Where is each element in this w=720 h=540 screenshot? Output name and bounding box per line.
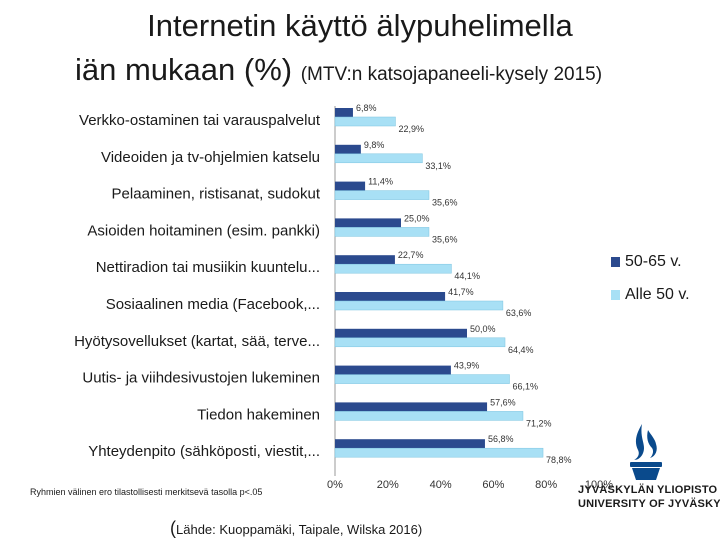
- category-label: Tiedon hakeminen: [197, 406, 320, 423]
- flame-icon: [630, 424, 662, 480]
- bar: [335, 439, 485, 449]
- data-label: 50,0%: [470, 324, 496, 334]
- legend-label: 50-65 v.: [625, 253, 682, 270]
- chart-title-line2: iän mukaan (%) (MTV:n katsojapaneeli-kys…: [75, 52, 602, 93]
- chart-subtitle: (MTV:n katsojapaneeli-kysely 2015): [300, 64, 603, 85]
- bar: [335, 218, 401, 228]
- bar: [334, 227, 430, 237]
- bar: [335, 328, 467, 338]
- bar: [335, 292, 446, 301]
- data-label: 22,9%: [398, 124, 424, 134]
- bar: [334, 116, 396, 127]
- bar: [334, 411, 524, 421]
- x-tick-label: 100%: [585, 479, 613, 491]
- x-tick-label: 40%: [430, 479, 452, 491]
- data-label: 63,6%: [506, 308, 532, 318]
- data-label: 33,1%: [425, 161, 451, 171]
- source-open-paren: (: [170, 518, 176, 538]
- bar: [334, 263, 452, 274]
- bar: [335, 255, 395, 265]
- bar: [334, 300, 504, 311]
- data-label: 43,9%: [454, 361, 480, 371]
- bar: [335, 365, 451, 375]
- category-label: Hyötysovellukset (kartat, sää, terve...: [74, 333, 320, 350]
- data-label: 44,1%: [454, 271, 480, 281]
- source-text: Lähde: Kuoppamäki, Taipale, Wilska 2016): [176, 522, 423, 537]
- bar: [334, 337, 506, 348]
- x-tick-label: 80%: [535, 479, 557, 491]
- data-label: 25,0%: [404, 213, 430, 223]
- legend-swatch: [611, 257, 620, 267]
- data-label: 78,8%: [546, 455, 572, 465]
- data-label: 11,4%: [368, 177, 393, 187]
- category-label: Verkko-ostaminen tai varauspalvelut: [79, 112, 321, 129]
- bar: [334, 190, 430, 200]
- footnote: Ryhmien välinen ero tilastollisesti merk…: [30, 487, 263, 497]
- category-label: Sosiaalinen media (Facebook,...: [106, 296, 320, 313]
- category-label: Nettiradion tai musiikin kuuntelu...: [96, 259, 320, 276]
- chart-title-line1: Internetin käyttö älypuhelimella: [147, 8, 573, 43]
- bar: [335, 144, 361, 154]
- data-label: 22,7%: [398, 250, 424, 260]
- legend-label: Alle 50 v.: [625, 286, 690, 303]
- data-label: 9,8%: [364, 140, 385, 150]
- data-label: 35,6%: [432, 234, 458, 244]
- category-label: Videoiden ja tv-ohjelmien katselu: [101, 149, 320, 166]
- data-label: 41,7%: [448, 287, 474, 297]
- x-tick-label: 0%: [327, 479, 343, 491]
- bar: [335, 181, 366, 191]
- x-tick-label: 60%: [482, 479, 504, 491]
- university-logo: JYVÄSKYLÄN YLIOPISTO UNIVERSITY OF JYVÄS…: [574, 420, 720, 540]
- bar: [334, 153, 423, 164]
- data-label: 57,6%: [490, 397, 516, 407]
- bar: [334, 447, 544, 458]
- data-label: 6,8%: [356, 103, 377, 113]
- category-label: Uutis- ja viihdesivustojen lukeminen: [82, 370, 320, 387]
- category-label: Pelaaminen, ristisanat, sudokut: [112, 186, 321, 203]
- data-label: 56,8%: [488, 434, 514, 444]
- data-label: 71,2%: [526, 418, 552, 428]
- bar: [335, 402, 488, 412]
- data-label: 66,1%: [513, 382, 539, 392]
- chart-title-main: iän mukaan (%): [75, 52, 293, 87]
- data-label: 35,6%: [432, 198, 458, 208]
- bar: [334, 374, 510, 384]
- legend-swatch: [611, 290, 620, 300]
- x-tick-label: 20%: [377, 479, 399, 491]
- logo-text-en: UNIVERSITY OF JYVÄSKYLÄ: [578, 498, 720, 510]
- category-label: Asioiden hoitaminen (esim. pankki): [87, 222, 320, 239]
- logo-text-fi: JYVÄSKYLÄN YLIOPISTO: [578, 484, 718, 496]
- source-note: (Lähde: Kuoppamäki, Taipale, Wilska 2016…: [170, 518, 422, 539]
- data-label: 64,4%: [508, 345, 534, 355]
- bar: [335, 108, 353, 117]
- category-label: Yhteydenpito (sähköposti, viestit,...: [88, 443, 320, 460]
